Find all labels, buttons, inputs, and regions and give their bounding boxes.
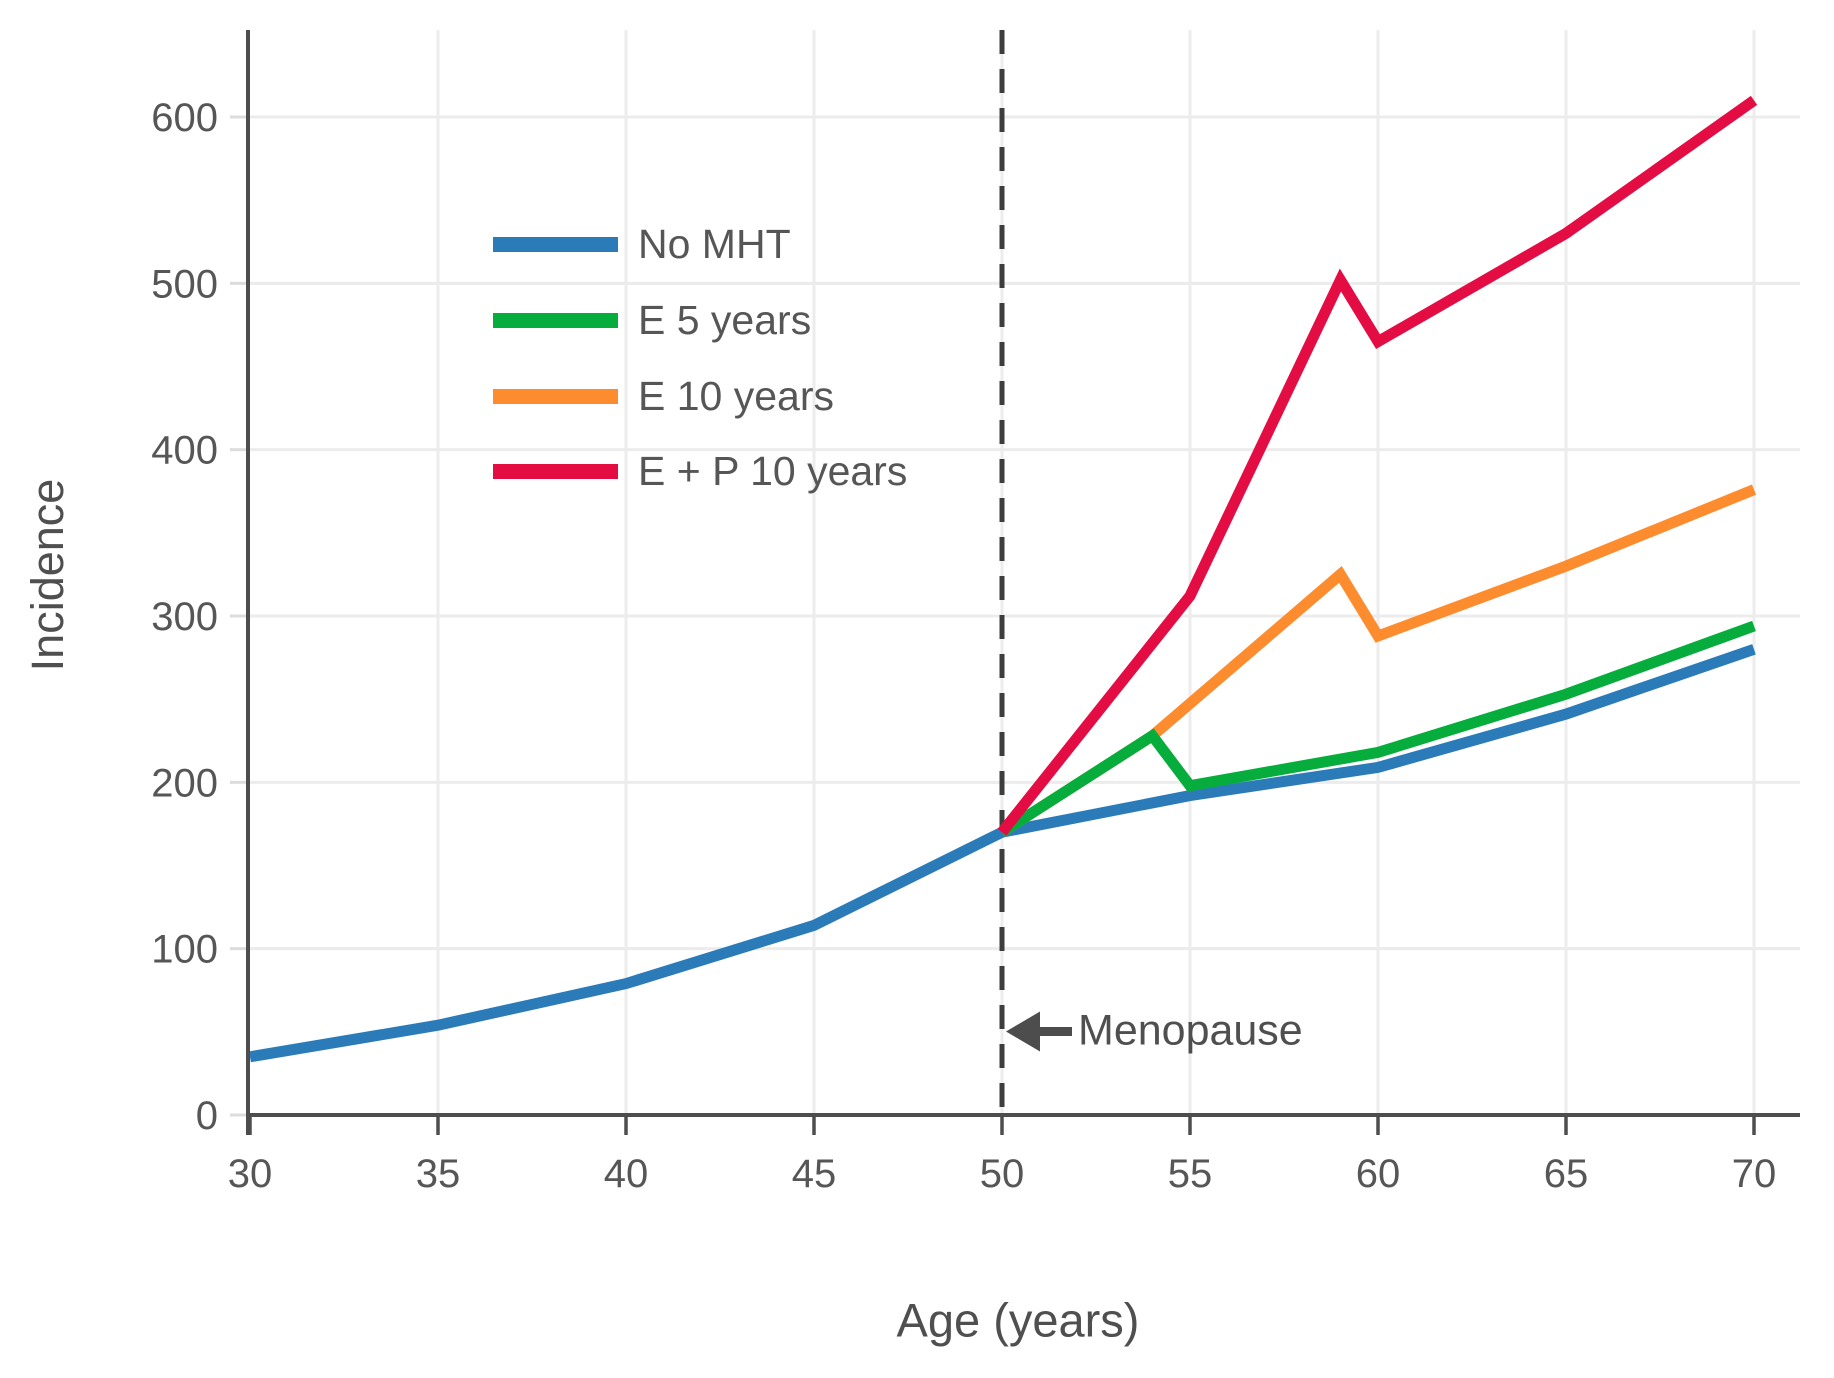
left-arrow-icon <box>1006 1011 1072 1051</box>
x-tick-label-55: 55 <box>1168 1152 1213 1196</box>
x-tick-label-65: 65 <box>1544 1152 1589 1196</box>
y-tick-label-600: 600 <box>151 96 218 140</box>
legend-label-e-5-years: E 5 years <box>638 296 812 343</box>
y-tick-label-200: 200 <box>151 761 218 805</box>
series-line-e-5-years <box>999 620 1756 837</box>
legend-swatch-e-10-years <box>493 388 618 404</box>
legend-item-e-5-years: E 5 years <box>493 297 811 343</box>
legend-swatch-no-mht <box>493 236 618 252</box>
x-tick-label-45: 45 <box>792 1152 837 1196</box>
x-tick-label-60: 60 <box>1356 1152 1401 1196</box>
legend-swatch-e-p-10-years <box>493 463 618 479</box>
series-line-e-p-10-years <box>997 95 1758 836</box>
menopause-annotation: Menopause <box>1004 1007 1303 1056</box>
legend-item-no-mht: No MHT <box>493 221 791 267</box>
legend-label-e-p-10-years: E + P 10 years <box>638 447 908 494</box>
y-tick-label-300: 300 <box>151 595 218 639</box>
y-tick-label-400: 400 <box>151 429 218 473</box>
menopause-label: Menopause <box>1078 1006 1303 1055</box>
x-tick-label-50: 50 <box>980 1152 1025 1196</box>
y-tick-label-0: 0 <box>196 1094 218 1138</box>
y-tick-label-500: 500 <box>151 262 218 306</box>
legend-swatch-e-5-years <box>493 312 618 328</box>
legend-label-e-10-years: E 10 years <box>638 372 834 419</box>
y-axis-title: Incidence <box>22 478 73 672</box>
legend-item-e-10-years: E 10 years <box>493 373 834 419</box>
x-tick-label-30: 30 <box>228 1152 273 1196</box>
x-tick-label-40: 40 <box>604 1152 649 1196</box>
x-tick-label-70: 70 <box>1732 1152 1777 1196</box>
x-axis-title: Age (years) <box>896 1293 1140 1347</box>
x-tick-label-35: 35 <box>416 1152 461 1196</box>
legend-item-e-p-10-years: E + P 10 years <box>493 448 907 494</box>
legend-label-no-mht: No MHT <box>638 220 791 267</box>
y-tick-label-100: 100 <box>151 928 218 972</box>
